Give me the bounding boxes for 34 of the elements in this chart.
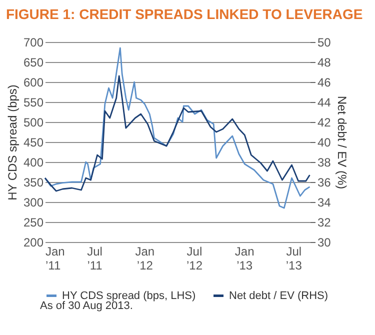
y-tick-label: 300 — [23, 196, 44, 210]
y2-tick-label: 34 — [318, 196, 332, 210]
legend-label: Net debt / EV (RHS) — [229, 290, 328, 302]
y2-tick-label: 50 — [318, 36, 332, 50]
x-tick-label: Jan ’12 — [135, 244, 155, 272]
y2-tick-label: 36 — [318, 176, 332, 190]
y-tick-label: 600 — [23, 76, 44, 90]
y-tick-label: 500 — [23, 116, 44, 130]
chart-title: FIGURE 1: CREDIT SPREADS LINKED TO LEVERAGE — [6, 6, 363, 22]
x-tick-label: Jul ’11 — [87, 244, 103, 272]
y2-tick-label: 30 — [318, 236, 332, 250]
x-tick-label: Jul ’13 — [286, 244, 302, 272]
y-axis-title: HY CDS spread (bps) — [5, 84, 20, 200]
y2-tick-label: 44 — [318, 96, 332, 110]
y2-tick-label: 42 — [318, 116, 332, 130]
y-tick-label: 700 — [23, 36, 44, 50]
text: As of 30 Aug 2013. — [40, 300, 133, 312]
y2-tick-label: 46 — [318, 76, 332, 90]
y2-axis-title: Net debt / EV (%) — [334, 96, 349, 190]
y-tick-label: 650 — [23, 56, 44, 70]
y-tick-label: 450 — [23, 136, 44, 150]
x-tick-label: Jul ’12 — [186, 244, 203, 272]
x-tick-label: Jan ’11 — [46, 244, 65, 272]
y2-tick-label: 38 — [318, 156, 332, 170]
y2-tick-label: 40 — [318, 136, 332, 150]
y-tick-label: 550 — [23, 96, 44, 110]
y-tick-label: 250 — [23, 216, 44, 230]
legend-label: HY CDS spread (bps, LHS) — [62, 290, 196, 302]
y2-tick-label: 48 — [318, 56, 332, 70]
y-tick-label: 350 — [23, 176, 44, 190]
x-tick-label: Jan ’13 — [234, 244, 254, 272]
y-tick-label: 200 — [23, 236, 44, 250]
y-tick-label: 400 — [23, 156, 44, 170]
y2-tick-label: 32 — [318, 216, 332, 230]
